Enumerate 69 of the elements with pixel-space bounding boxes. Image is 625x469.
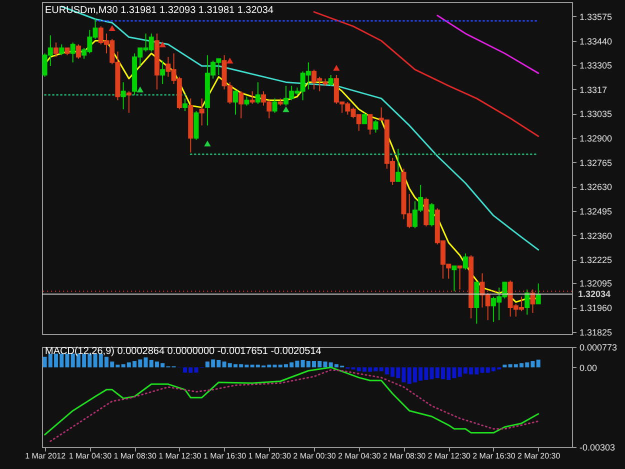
x-tick-label: 1 Mar 20:30 [248, 452, 292, 460]
y-tick-label: 1.32765 [580, 158, 612, 168]
y-tick-label: 1.33035 [580, 109, 612, 120]
candlestick [160, 60, 166, 85]
candlestick [120, 82, 126, 110]
candlestick [199, 98, 204, 126]
x-tick-label: 2 Mar 00:30 [293, 452, 336, 460]
y-tick-label: 1.31960 [580, 303, 612, 314]
x-tick-label: 2 Mar 12:30 [428, 452, 472, 460]
candlestick [524, 288, 530, 316]
x-tick-label: 1 Mar 12:30 [158, 452, 202, 460]
y-tick-label: 1.32225 [580, 255, 612, 266]
bar [502, 364, 507, 368]
y-tick-label: 0.000773 [580, 342, 618, 352]
line-series [436, 14, 540, 74]
candlestick [76, 44, 81, 60]
y-tick-label: 1.32095 [580, 278, 612, 289]
bar [536, 360, 540, 368]
point [108, 25, 116, 32]
candlestick [126, 90, 132, 114]
candlestick [238, 90, 244, 119]
candlestick [362, 112, 367, 124]
y-tick-label: 1.33440 [580, 36, 612, 46]
candlestick [182, 98, 188, 112]
candlestick [244, 96, 250, 106]
x-tick-label: 1 Mar 2012 [25, 452, 66, 460]
y-tick-label: 1.32495 [580, 206, 612, 217]
y-tick-label: 1.33305 [580, 60, 612, 71]
candlestick [462, 252, 468, 270]
y-tick-label: -0.00303 [580, 442, 616, 452]
candlestick [59, 44, 64, 56]
point [226, 58, 234, 64]
x-tick-label: 2 Mar 08:30 [382, 452, 426, 460]
candlestick [373, 120, 378, 134]
candlestick [396, 148, 401, 182]
ref-line-label: 1.32034 [578, 289, 611, 300]
candlestick [530, 288, 536, 314]
point [282, 106, 290, 112]
y-tick-label: 1.32360 [580, 230, 612, 241]
candlestick [272, 98, 278, 114]
point [333, 64, 340, 71]
candlestick [70, 42, 76, 63]
candlestick [368, 114, 373, 135]
y-tick-label: 1.31825 [580, 327, 612, 338]
candlestick [250, 90, 255, 104]
candlestick [452, 266, 457, 292]
y-tick-label: 1.32630 [580, 182, 612, 192]
x-tick-label: 2 Mar 04:30 [338, 452, 382, 460]
x-tick-label: 2 Mar 20:30 [518, 452, 561, 460]
point [136, 86, 144, 92]
line-series [313, 11, 540, 138]
point [159, 41, 166, 48]
candlestick [328, 74, 334, 86]
x-tick-label: 1 Mar 16:30 [203, 452, 247, 460]
candlestick [429, 202, 434, 227]
x-tick-label: 2 Mar 16:30 [472, 452, 516, 460]
y-tick-label: 1.32900 [580, 134, 612, 144]
candlestick [54, 42, 59, 58]
x-tick-label: 1 Mar 08:30 [114, 452, 157, 460]
x-tick-label: 1 Mar 04:30 [68, 452, 112, 460]
point [204, 140, 211, 146]
y-tick-label: 1.3317 [580, 84, 608, 95]
y-tick-label: 0.00 [580, 362, 598, 373]
candlestick [255, 82, 260, 104]
candlestick [232, 90, 238, 116]
y-tick-label: 1.33575 [580, 12, 612, 22]
candlestick [536, 283, 541, 304]
chart-title: MACD(12,26,9) 0.0002864 0.0000000 -0.0017651 -0.0020514 [45, 346, 322, 357]
candlestick [457, 266, 462, 290]
